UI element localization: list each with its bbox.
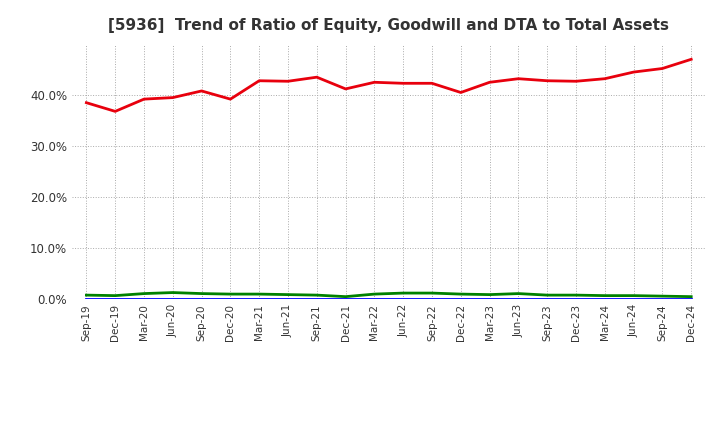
Deferred Tax Assets: [82, 293, 91, 298]
Equity: [341, 86, 350, 92]
Equity: [543, 78, 552, 84]
Goodwill: [226, 297, 235, 302]
Deferred Tax Assets: [572, 293, 580, 298]
Deferred Tax Assets: [456, 291, 465, 297]
Deferred Tax Assets: [370, 291, 379, 297]
Goodwill: [658, 297, 667, 302]
Equity: [82, 100, 91, 105]
Deferred Tax Assets: [341, 294, 350, 299]
Equity: [111, 109, 120, 114]
Goodwill: [82, 297, 91, 302]
Goodwill: [543, 297, 552, 302]
Equity: [284, 79, 292, 84]
Goodwill: [255, 297, 264, 302]
Goodwill: [629, 297, 638, 302]
Line: Equity: Equity: [86, 59, 691, 111]
Equity: [600, 76, 609, 81]
Equity: [658, 66, 667, 71]
Goodwill: [600, 297, 609, 302]
Deferred Tax Assets: [140, 291, 148, 296]
Goodwill: [284, 297, 292, 302]
Deferred Tax Assets: [226, 291, 235, 297]
Equity: [312, 74, 321, 80]
Goodwill: [370, 297, 379, 302]
Equity: [370, 80, 379, 85]
Equity: [572, 79, 580, 84]
Equity: [197, 88, 206, 94]
Equity: [140, 96, 148, 102]
Equity: [485, 80, 494, 85]
Goodwill: [485, 297, 494, 302]
Equity: [399, 81, 408, 86]
Deferred Tax Assets: [197, 291, 206, 296]
Equity: [629, 70, 638, 75]
Deferred Tax Assets: [514, 291, 523, 296]
Goodwill: [197, 297, 206, 302]
Deferred Tax Assets: [399, 290, 408, 296]
Goodwill: [456, 297, 465, 302]
Goodwill: [572, 297, 580, 302]
Title: [5936]  Trend of Ratio of Equity, Goodwill and DTA to Total Assets: [5936] Trend of Ratio of Equity, Goodwil…: [108, 18, 670, 33]
Goodwill: [140, 297, 148, 302]
Equity: [687, 57, 696, 62]
Deferred Tax Assets: [658, 293, 667, 299]
Goodwill: [341, 297, 350, 302]
Goodwill: [168, 297, 177, 302]
Equity: [226, 96, 235, 102]
Deferred Tax Assets: [284, 292, 292, 297]
Deferred Tax Assets: [428, 290, 436, 296]
Goodwill: [399, 297, 408, 302]
Deferred Tax Assets: [168, 290, 177, 295]
Equity: [428, 81, 436, 86]
Goodwill: [312, 297, 321, 302]
Equity: [456, 90, 465, 95]
Deferred Tax Assets: [312, 293, 321, 298]
Goodwill: [687, 297, 696, 302]
Goodwill: [514, 297, 523, 302]
Deferred Tax Assets: [111, 293, 120, 298]
Equity: [168, 95, 177, 100]
Deferred Tax Assets: [543, 293, 552, 298]
Goodwill: [428, 297, 436, 302]
Equity: [514, 76, 523, 81]
Deferred Tax Assets: [629, 293, 638, 298]
Deferred Tax Assets: [600, 293, 609, 298]
Line: Deferred Tax Assets: Deferred Tax Assets: [86, 293, 691, 297]
Goodwill: [111, 297, 120, 302]
Equity: [255, 78, 264, 84]
Deferred Tax Assets: [687, 294, 696, 299]
Deferred Tax Assets: [255, 291, 264, 297]
Deferred Tax Assets: [485, 292, 494, 297]
